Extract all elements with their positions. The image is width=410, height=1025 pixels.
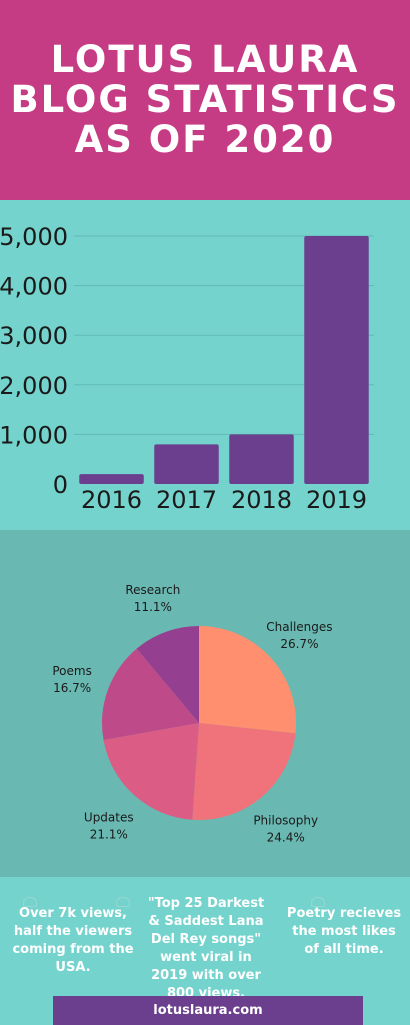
pie-percent: 11.1% (134, 600, 172, 614)
pie-slice-poems (102, 648, 199, 740)
pie-label: Poems (52, 664, 91, 678)
pie-label: Research (125, 583, 180, 597)
pie-percent: 24.4% (267, 830, 305, 844)
pie-slice-research (136, 626, 199, 723)
bar-2016 (79, 474, 144, 484)
pie-chart-panel: Challenges 26.7% Philosophy 24.4% Updates 21.… (0, 530, 410, 877)
pie-chart: Challenges 26.7% Philosophy 24.4% Updates 21.… (52, 583, 332, 844)
fact-poetry-likes: Poetry recieves the most likes of all ti… (286, 906, 402, 957)
fact-viral-post: "Top 25 Darkest & Saddest Lana Del Rey s… (147, 896, 265, 1001)
pie-label: Challenges (266, 620, 332, 634)
pie-label: Updates (84, 810, 134, 824)
x-tick-label: 2018 (231, 486, 292, 514)
pie-percent: 21.1% (90, 827, 128, 841)
footer-website: lotuslaura.com (53, 996, 363, 1025)
pie-label: Philosophy (253, 813, 318, 827)
bar-chart-panel: 0 1,000 2,000 3,000 4,000 5,000 2016 2017 2018 20… (0, 200, 410, 530)
bar-2017 (154, 444, 219, 484)
x-tick-label: 2019 (306, 486, 367, 514)
speech-bubble-icon (23, 897, 37, 907)
pie-percent: 26.7% (280, 637, 318, 651)
eye-icon (116, 897, 130, 907)
fact-views: Over 7k views, half the viewers coming f… (12, 906, 134, 975)
bar-2019 (304, 236, 369, 484)
header-banner: LOTUS LAURA BLOG STATISTICS AS OF 2020 (0, 0, 410, 200)
heart-icon (311, 897, 325, 907)
pie-slice-updates (103, 723, 199, 820)
bar-chart: 0 1,000 2,000 3,000 4,000 5,000 2016 2017 2018 20… (0, 223, 374, 514)
x-tick-label: 2017 (156, 486, 217, 514)
x-tick-label: 2016 (81, 486, 142, 514)
y-tick-label: 4,000 (0, 273, 68, 301)
pie-percent: 16.7% (53, 681, 91, 695)
bar-2018 (229, 434, 294, 484)
y-tick-label: 5,000 (0, 223, 68, 251)
y-tick-label: 1,000 (0, 421, 68, 449)
pie-slice-philosophy (192, 723, 296, 821)
pie-slice-challenges (199, 626, 297, 734)
y-tick-label: 3,000 (0, 322, 68, 350)
page-title: LOTUS LAURA BLOG STATISTICS AS OF 2020 (10, 38, 400, 161)
y-tick-label: 0 (53, 471, 68, 499)
y-tick-label: 2,000 (0, 372, 68, 400)
